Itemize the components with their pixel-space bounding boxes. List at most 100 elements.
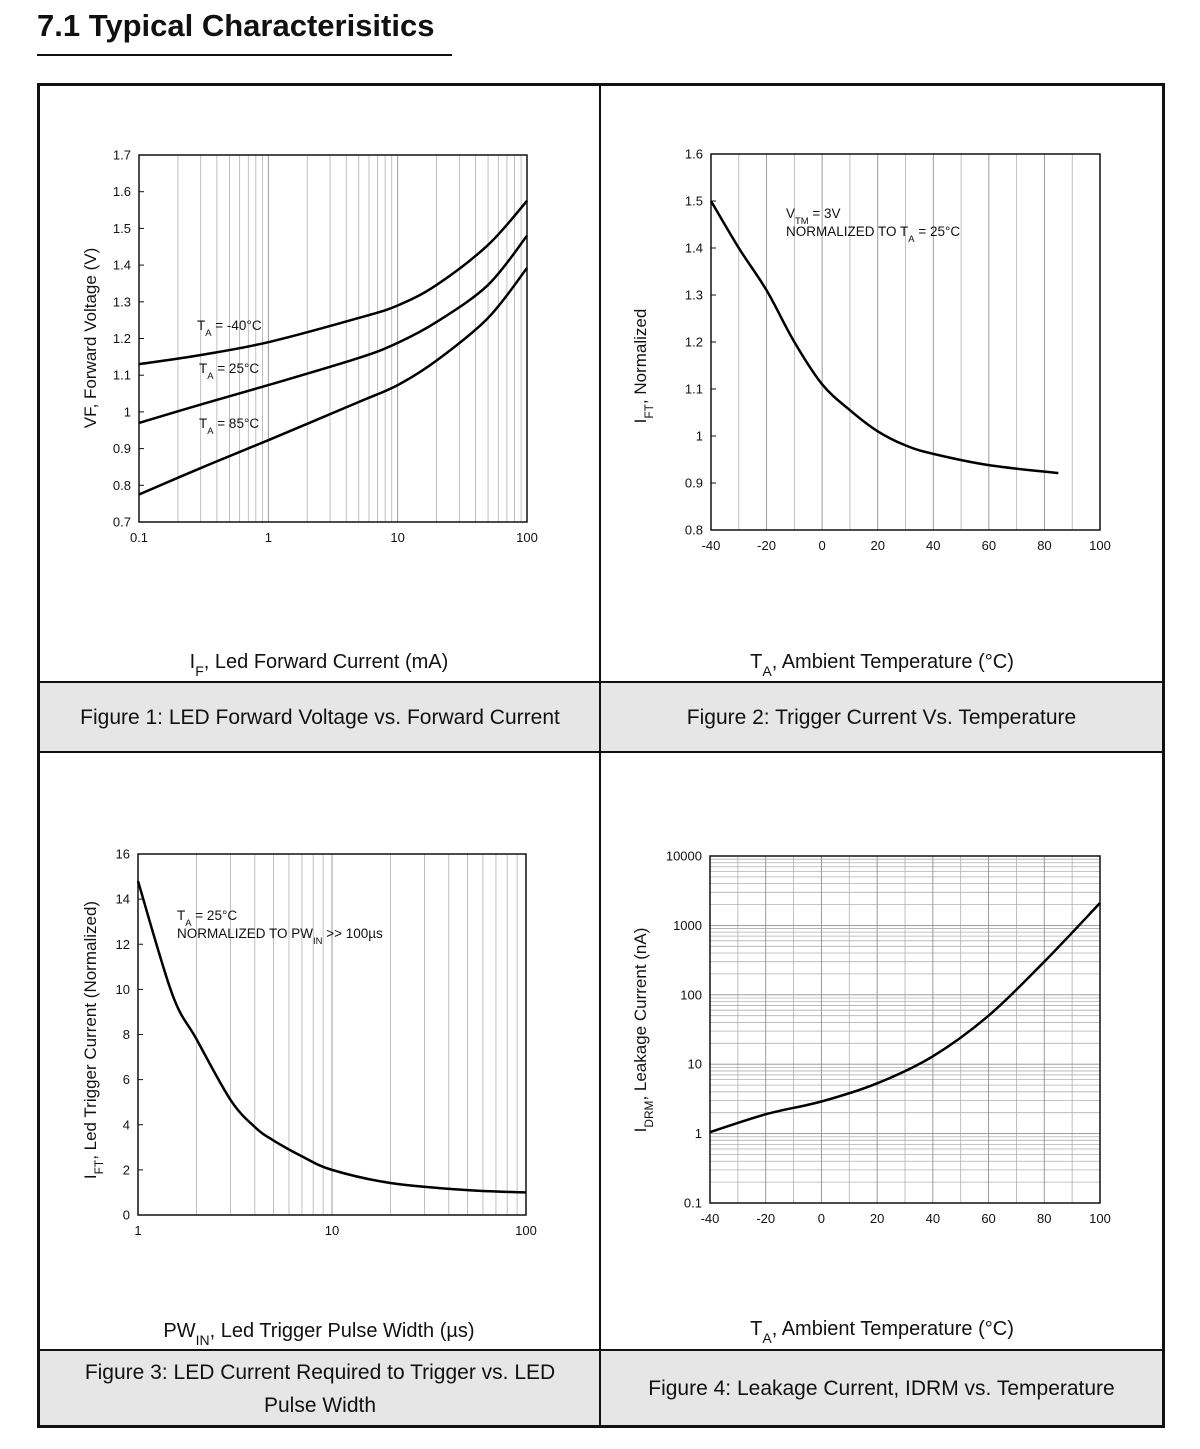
y-axis-label-part: I xyxy=(631,1128,650,1133)
x-axis-label-part: A xyxy=(762,1330,772,1346)
x-tick-label: 100 xyxy=(515,1223,537,1238)
y-tick-label: 1.4 xyxy=(113,258,131,273)
x-tick-label: 100 xyxy=(1089,538,1111,553)
y-tick-label: 0 xyxy=(123,1208,130,1223)
plot-frame xyxy=(709,855,1101,1204)
x-axis-label-part: T xyxy=(750,651,762,673)
caption-band xyxy=(40,683,600,752)
x-tick-label: 40 xyxy=(926,538,940,553)
y-tick-label: 1.5 xyxy=(685,194,703,209)
y-tick-label: 0.9 xyxy=(685,476,703,491)
annotation-part: A xyxy=(207,426,214,437)
y-tick-label: 1.4 xyxy=(685,241,703,256)
annotation-part: NORMALIZED TO T xyxy=(786,224,908,239)
y-tick-label: 10000 xyxy=(666,849,702,864)
y-tick-label: 0.7 xyxy=(113,515,131,530)
y-tick-label: 1.5 xyxy=(113,221,131,236)
y-tick-label: 8 xyxy=(123,1027,130,1042)
x-tick-label: 0.1 xyxy=(130,530,148,545)
curve xyxy=(709,200,1059,475)
y-tick-label: 10 xyxy=(688,1057,702,1072)
x-tick-label: 0 xyxy=(819,538,826,553)
caption-band xyxy=(601,683,1162,752)
annotation: TA = 25°C xyxy=(177,908,237,929)
annotation-part: V xyxy=(786,206,795,221)
x-tick-label: 20 xyxy=(870,1211,884,1226)
annotation: NORMALIZED TO TA = 25°C xyxy=(786,224,960,245)
x-axis-label: IF, Led Forward Current (mA) xyxy=(190,651,449,679)
y-tick-label: 6 xyxy=(123,1072,130,1087)
y-axis-label-part: FT xyxy=(642,404,656,419)
y-tick-label: 1 xyxy=(124,404,131,419)
y-tick-label: 16 xyxy=(116,847,130,862)
x-tick-label: 1 xyxy=(265,530,272,545)
annotation-part: T xyxy=(197,318,205,333)
annotation: TA = 25°C xyxy=(199,361,259,382)
y-axis-label-part: , Led Trigger Current (Normalized) xyxy=(81,901,100,1160)
y-axis-label-part: , Normalized xyxy=(631,309,650,404)
y-tick-label: 1.1 xyxy=(685,382,703,397)
y-tick-label: 1 xyxy=(696,429,703,444)
y-tick-label: 0.8 xyxy=(685,523,703,538)
plot-frame xyxy=(137,853,527,1216)
x-tick-label: 40 xyxy=(926,1211,940,1226)
plot-frame xyxy=(710,153,1101,531)
x-tick-label: 80 xyxy=(1037,1211,1051,1226)
figure-caption: Figure 3: LED Current Required to Trigge… xyxy=(84,1360,556,1417)
figure-caption: Figure 4: Leakage Current, IDRM vs. Temp… xyxy=(648,1377,1115,1400)
x-axis-label-part: I xyxy=(190,651,196,673)
annotation-part: >> 100µs xyxy=(322,926,383,941)
y-axis-label-part: , Leakage Current (nA) xyxy=(631,928,650,1101)
y-tick-label: 1.1 xyxy=(113,368,131,383)
y-tick-label: 10 xyxy=(116,982,130,997)
y-axis-label-part: FT xyxy=(92,1160,106,1175)
y-tick-label: 1.2 xyxy=(113,331,131,346)
y-axis-label: IFT, Normalized xyxy=(631,309,656,424)
annotation-part: = 25°C xyxy=(192,908,238,923)
x-tick-label: 60 xyxy=(981,1211,995,1226)
y-tick-label: 0.1 xyxy=(684,1196,702,1211)
annotation: TA = 85°C xyxy=(199,416,259,437)
y-tick-label: 12 xyxy=(116,937,130,952)
curve xyxy=(138,234,528,425)
x-tick-label: -40 xyxy=(702,538,721,553)
x-tick-label: 100 xyxy=(516,530,538,545)
annotation-part: = 3V xyxy=(809,206,841,221)
y-axis-label-part: I xyxy=(81,1174,100,1179)
curve xyxy=(138,200,528,366)
x-axis-label: TA, Ambient Temperature (°C) xyxy=(750,651,1014,679)
annotation-part: A xyxy=(205,328,212,339)
x-tick-label: -20 xyxy=(757,538,776,553)
x-tick-label: 20 xyxy=(870,538,884,553)
y-tick-label: 2 xyxy=(123,1162,130,1177)
plot-frame xyxy=(138,154,528,523)
x-axis-label-part: , Ambient Temperature (°C) xyxy=(772,1318,1014,1340)
y-tick-label: 4 xyxy=(123,1117,130,1132)
y-axis-label: VF, Forward Voltage (V) xyxy=(81,248,100,428)
x-tick-label: 0 xyxy=(818,1211,825,1226)
x-axis-label-part: T xyxy=(750,1318,762,1340)
caption-band xyxy=(601,1351,1162,1426)
annotation-part: = -40°C xyxy=(212,318,262,333)
x-tick-label: 60 xyxy=(982,538,996,553)
annotation-part: T xyxy=(199,416,207,431)
x-axis-label-part: F xyxy=(195,663,204,679)
x-axis-label-part: , Led Trigger Pulse Width (µs) xyxy=(210,1320,475,1342)
y-tick-label: 14 xyxy=(116,892,130,907)
x-axis-label-part: , Led Forward Current (mA) xyxy=(204,651,449,673)
y-tick-label: 1.6 xyxy=(113,184,131,199)
annotation-part: T xyxy=(199,361,207,376)
x-tick-label: 10 xyxy=(325,1223,339,1238)
annotation-part: = 25°C xyxy=(214,361,260,376)
caption-band xyxy=(40,1351,600,1426)
x-tick-label: 100 xyxy=(1089,1211,1111,1226)
annotation-part: IN xyxy=(313,936,323,947)
y-tick-label: 0.8 xyxy=(113,478,131,493)
annotation-part: = 25°C xyxy=(915,224,961,239)
x-axis-label-part: A xyxy=(762,663,772,679)
annotation-part: NORMALIZED TO PW xyxy=(177,926,313,941)
y-axis-label: IFT, Led Trigger Current (Normalized) xyxy=(81,901,106,1179)
y-tick-label: 1.7 xyxy=(113,148,131,163)
annotation-part: A xyxy=(207,371,214,382)
